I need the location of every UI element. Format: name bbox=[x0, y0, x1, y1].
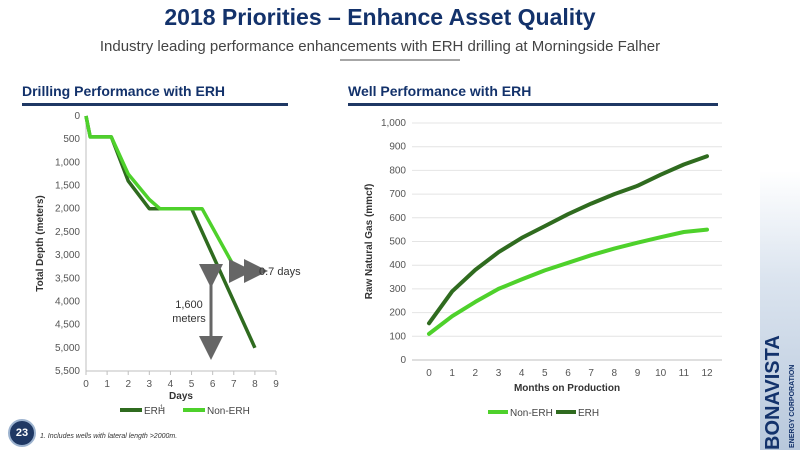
right-x-tick-label: 1 bbox=[449, 368, 455, 379]
left-x-tick-label: 4 bbox=[168, 379, 174, 390]
slide-subtitle: Industry leading performance enhancement… bbox=[99, 38, 661, 55]
left-y-tick-label: 500 bbox=[63, 134, 80, 145]
brand-strip bbox=[760, 0, 800, 450]
left-series-line-non-erh bbox=[84, 115, 240, 275]
left-y-tick-label: 5,000 bbox=[55, 343, 80, 354]
left-x-tick-label: 2 bbox=[125, 379, 131, 390]
left-y-tick-label: 2,500 bbox=[55, 227, 80, 238]
right-x-tick-label: 0 bbox=[426, 368, 432, 379]
legend-erh-footnote-mark: 1 bbox=[160, 405, 164, 411]
right-x-tick-label: 5 bbox=[542, 368, 548, 379]
legend-non-erh-label-right: Non-ERH bbox=[510, 408, 553, 419]
right-y-tick-label: 400 bbox=[389, 260, 406, 271]
left-y-tick-label: 2,000 bbox=[55, 204, 80, 215]
left-annotations: 0.7 days 1,600 meters bbox=[172, 259, 301, 360]
left-x-tick-label: 7 bbox=[231, 379, 237, 390]
meters-annotation-value: 1,600 bbox=[175, 299, 203, 311]
legend-erh-label-right: ERH bbox=[578, 408, 599, 419]
days-annotation: 0.7 days bbox=[259, 266, 301, 278]
left-x-tick-label: 1 bbox=[104, 379, 110, 390]
right-x-tick-label: 4 bbox=[519, 368, 525, 379]
right-y-tick-label: 200 bbox=[389, 308, 406, 319]
left-section-rule bbox=[22, 103, 288, 106]
left-y-tick-label: 1,000 bbox=[55, 157, 80, 168]
left-x-tick-label: 0 bbox=[83, 379, 89, 390]
left-legend: ERH 1 Non-ERH bbox=[120, 405, 250, 417]
right-x-tick-label: 11 bbox=[679, 368, 690, 379]
brand-tagline: ENERGY CORPORATION bbox=[789, 364, 796, 448]
meters-annotation-unit: meters bbox=[172, 313, 206, 325]
slide-title: 2018 Priorities – Enhance Asset Quality bbox=[164, 4, 596, 30]
drilling-chart: 0 500 1,000 1,500 2,000 2,500 3,000 3,500 4,000 4… bbox=[35, 111, 279, 402]
legend-non-erh-label: Non-ERH bbox=[207, 406, 250, 417]
right-legend: Non-ERH ERH bbox=[488, 408, 599, 419]
right-y-tick-label: 700 bbox=[389, 189, 406, 200]
legend-erh-label: ERH bbox=[144, 406, 165, 417]
brand-logo-text: BONAVISTA bbox=[762, 335, 784, 450]
left-y-tick-label: 3,500 bbox=[55, 273, 80, 284]
left-x-tick-label: 8 bbox=[252, 379, 258, 390]
right-x-tick-label: 9 bbox=[635, 368, 641, 379]
right-x-tick-label: 6 bbox=[565, 368, 571, 379]
right-y-tick-label: 0 bbox=[400, 355, 406, 366]
left-x-axis-title: Days bbox=[169, 391, 193, 402]
left-y-tick-label: 3,000 bbox=[55, 250, 80, 261]
page-number-badge: 23 bbox=[8, 419, 36, 447]
left-y-tick-label: 0 bbox=[74, 111, 80, 122]
right-y-tick-label: 900 bbox=[389, 142, 406, 153]
left-y-tick-label: 4,500 bbox=[55, 320, 80, 331]
right-section-title: Well Performance with ERH bbox=[348, 83, 532, 99]
right-series-line-erh bbox=[427, 154, 709, 326]
left-section-title: Drilling Performance with ERH bbox=[22, 83, 226, 99]
right-x-tick-label: 3 bbox=[496, 368, 502, 379]
left-y-axis-title: Total Depth (meters) bbox=[35, 195, 46, 292]
right-y-tick-label: 300 bbox=[389, 284, 406, 295]
left-x-tick-label: 9 bbox=[273, 379, 279, 390]
left-y-tick-label: 4,000 bbox=[55, 296, 80, 307]
right-x-tick-label: 2 bbox=[473, 368, 479, 379]
footnote: 1. Includes wells with lateral length >2… bbox=[40, 433, 178, 440]
left-x-tick-label: 3 bbox=[147, 379, 153, 390]
left-y-tick-label: 1,500 bbox=[55, 181, 80, 192]
right-y-tick-label: 1,000 bbox=[381, 118, 406, 129]
left-series-line-erh bbox=[84, 115, 257, 349]
right-y-tick-label: 100 bbox=[389, 331, 406, 342]
right-series-line-non-erh bbox=[427, 227, 709, 336]
right-x-tick-label: 10 bbox=[655, 368, 667, 379]
right-y-tick-label: 600 bbox=[389, 213, 406, 224]
right-x-axis-title: Months on Production bbox=[514, 383, 620, 394]
right-x-tick-label: 7 bbox=[588, 368, 594, 379]
right-section-rule bbox=[348, 103, 718, 106]
right-x-tick-label: 12 bbox=[701, 368, 713, 379]
right-x-tick-label: 8 bbox=[612, 368, 618, 379]
right-y-tick-label: 800 bbox=[389, 165, 406, 176]
right-y-axis-title: Raw Natural Gas (mmcf) bbox=[364, 184, 375, 300]
subtitle-underline bbox=[340, 59, 460, 61]
right-y-tick-label: 500 bbox=[389, 237, 406, 248]
left-x-tick-label: 6 bbox=[210, 379, 216, 390]
left-y-tick-label: 5,500 bbox=[55, 366, 80, 377]
left-x-tick-label: 5 bbox=[189, 379, 195, 390]
